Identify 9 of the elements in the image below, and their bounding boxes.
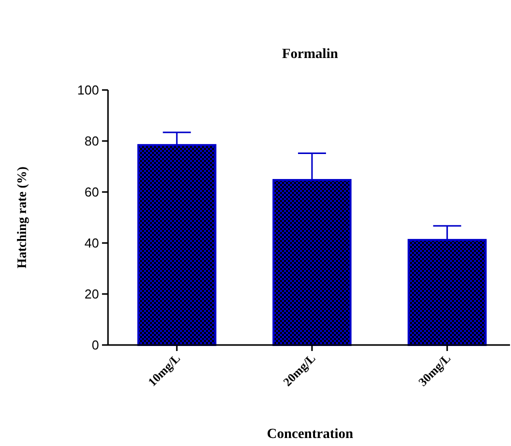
y-tick-label: 20 xyxy=(84,286,99,302)
x-axis-title: Concentration xyxy=(266,427,354,442)
y-tick-label: 40 xyxy=(84,236,99,251)
y-tick-label: 0 xyxy=(92,338,99,353)
y-tick-label: 100 xyxy=(77,82,99,98)
y-tick-label: 60 xyxy=(84,184,99,200)
chart-title: Formalin xyxy=(282,47,338,62)
y-axis-title: Hatching rate (%) xyxy=(14,166,29,268)
y-tick-label: 80 xyxy=(84,134,99,149)
